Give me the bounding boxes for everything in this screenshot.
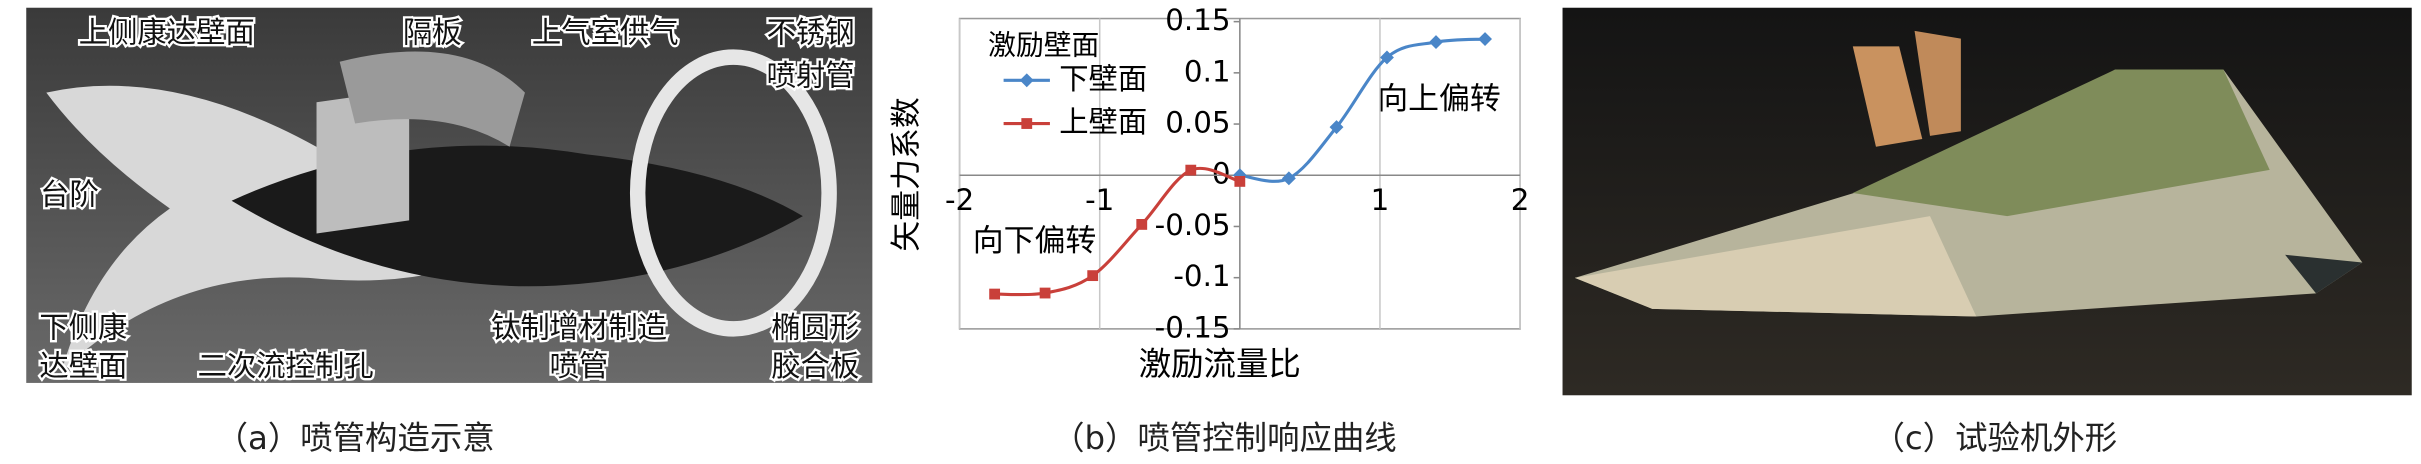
marker [1021, 118, 1033, 129]
y-tick-label: -0.1 [1173, 259, 1230, 293]
annotation: 向上偏转 [1377, 81, 1501, 117]
x-tick-label: 1 [1371, 183, 1390, 217]
legend-title: 激励壁面 [988, 28, 1099, 61]
marker [1234, 175, 1246, 187]
photo-label: 钛制增材制造 [491, 310, 667, 344]
marker [1429, 35, 1443, 50]
annotation: 向下偏转 [973, 223, 1097, 259]
photo-label: 上侧康达壁面 [79, 15, 255, 49]
marker [1281, 171, 1296, 186]
photo-label: 喷射管 [767, 59, 855, 93]
legend-label: 上壁面 [1059, 105, 1147, 139]
caption: （b）喷管控制响应曲线 [1052, 419, 1397, 457]
x-tick-label: 2 [1511, 183, 1530, 217]
marker [1087, 270, 1099, 282]
photo-label: 下侧康 [39, 310, 127, 344]
caption: （c）试验机外形 [1873, 419, 2118, 457]
photo-label: 上气室供气 [532, 15, 679, 49]
y-tick-label: 0.15 [1165, 3, 1230, 37]
photo-label: 不锈钢 [767, 15, 855, 49]
photo-label: 台阶 [40, 178, 99, 212]
photo-aircraft [1562, 7, 2412, 396]
marker [1329, 120, 1344, 135]
x-tick-label: -1 [1085, 183, 1114, 217]
marker [989, 288, 1001, 300]
marker [1478, 32, 1492, 46]
photo-nozzle [26, 7, 873, 383]
y-axis-label: 矢量力系数 [888, 97, 924, 251]
photo-label: 椭圆形 [771, 310, 859, 344]
y-tick-label: -0.05 [1155, 208, 1231, 242]
x-tick-label: -2 [945, 183, 974, 217]
photo-label: 二次流控制孔 [198, 349, 374, 383]
y-tick-label: 0.1 [1184, 54, 1231, 88]
photo-label: 胶合板 [771, 349, 859, 383]
marker [1185, 164, 1197, 176]
legend-label: 下壁面 [1059, 62, 1147, 96]
x-axis-label: 激励流量比 [1139, 345, 1301, 383]
marker [1136, 219, 1148, 230]
photo-label: 达壁面 [39, 349, 127, 383]
marker [1039, 287, 1051, 299]
photo-label: 隔板 [403, 15, 462, 49]
marker [1380, 50, 1394, 65]
caption: （a）喷管构造示意 [216, 419, 495, 457]
chart: 矢量力系数 激励流量比 激励壁面 向上偏转 向下偏转 -2 -1 1 2 0.15 0.1… [888, 3, 1529, 383]
photo-label: 喷管 [550, 349, 609, 383]
y-tick-label: -0.15 [1155, 310, 1231, 344]
marker [1019, 73, 1034, 88]
y-tick-label: 0.05 [1165, 106, 1230, 140]
